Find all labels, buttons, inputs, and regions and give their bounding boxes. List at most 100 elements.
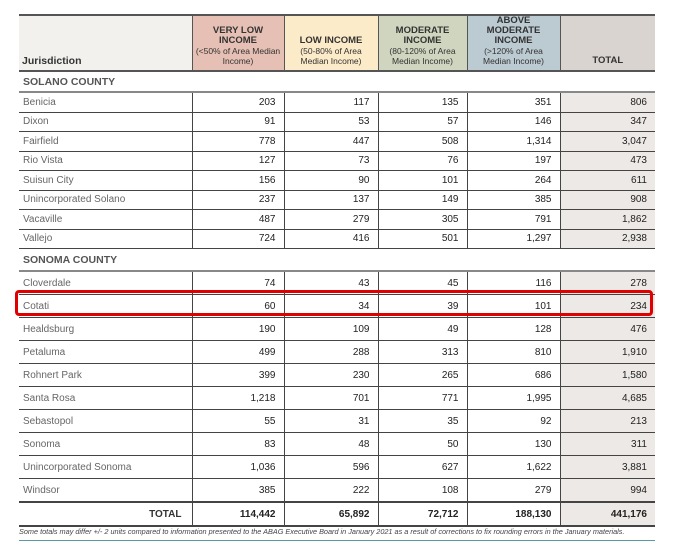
above-moderate-income-cell: 279 — [466, 478, 560, 503]
jurisdiction-cell: Benicia — [19, 92, 192, 113]
header-moderate-income: MODERATE INCOME (80-120% of Area Median I… — [377, 14, 467, 72]
total-cell: 1,910 — [559, 340, 655, 364]
header-sublabel: (>120% of Area Median Income) — [483, 46, 544, 66]
low-income-cell: 279 — [283, 209, 378, 230]
very-low-income-cell: 487 — [191, 209, 284, 230]
low-income-cell: 117 — [283, 92, 378, 113]
header-label: LOW INCOME — [299, 35, 363, 46]
very-low-income-cell: 724 — [191, 229, 284, 249]
low-income-cell: 288 — [283, 340, 378, 364]
above-moderate-income-cell: 146 — [466, 112, 560, 132]
very-low-income-cell: 399 — [191, 363, 284, 387]
above-moderate-income-cell: 1,622 — [466, 455, 560, 479]
total-cell: 278 — [559, 271, 655, 295]
very-low-income-cell: 55 — [191, 409, 284, 433]
low-income-cell: 31 — [283, 409, 378, 433]
above-moderate-income-cell: 197 — [466, 151, 560, 171]
above-moderate-income-cell: 130 — [466, 432, 560, 456]
moderate-income-cell: 305 — [377, 209, 467, 230]
header-low-income: LOW INCOME (50-80% of Area Median Income) — [283, 14, 378, 72]
above-moderate-income-cell: 791 — [466, 209, 560, 230]
low-income-cell: 73 — [283, 151, 378, 171]
table-row: Sonoma 83 48 50 130 311 — [19, 432, 655, 456]
total-row: TOTAL 114,442 65,892 72,712 188,130 441,176 — [19, 501, 655, 527]
total-cell: 311 — [559, 432, 655, 456]
table-row: Cotati 60 34 39 101 234 — [19, 294, 655, 318]
very-low-income-cell: 156 — [191, 170, 284, 191]
header-sublabel: (<50% of Area Median Income) — [195, 46, 281, 66]
moderate-income-cell: 76 — [377, 151, 467, 171]
table-row: Vallejo 724 416 501 1,297 2,938 — [19, 229, 655, 249]
jurisdiction-cell: Suisun City — [19, 170, 192, 191]
above-moderate-income-cell: 1,995 — [466, 386, 560, 410]
above-moderate-income-cell: 101 — [466, 294, 560, 318]
above-moderate-income-cell: 385 — [466, 190, 560, 210]
low-income-cell: 137 — [283, 190, 378, 210]
above-moderate-income-cell: 1,297 — [466, 229, 560, 249]
total-cell: 234 — [559, 294, 655, 318]
table-row: Healdsburg 190 109 49 128 476 — [19, 317, 655, 341]
table-row: Rohnert Park 399 230 265 686 1,580 — [19, 363, 655, 387]
moderate-income-cell: 627 — [377, 455, 467, 479]
above-moderate-income-cell: 128 — [466, 317, 560, 341]
total-cell: 1,580 — [559, 363, 655, 387]
table-row: Vacaville 487 279 305 791 1,862 — [19, 209, 655, 230]
rhna-allocation-table: Jurisdiction VERY LOW INCOME (<50% of Are… — [19, 14, 655, 527]
jurisdiction-cell: Unincorporated Sonoma — [19, 455, 192, 479]
moderate-income-cell: 508 — [377, 131, 467, 152]
jurisdiction-cell: Vallejo — [19, 229, 192, 249]
moderate-income-cell: 101 — [377, 170, 467, 191]
low-income-cell: 48 — [283, 432, 378, 456]
header-sublabel: (50-80% of Area Median Income) — [300, 46, 362, 66]
above-moderate-income-cell: 810 — [466, 340, 560, 364]
very-low-income-cell: 203 — [191, 92, 284, 113]
total-cell: 994 — [559, 478, 655, 503]
above-moderate-income-cell: 264 — [466, 170, 560, 191]
jurisdiction-cell: Cotati — [19, 294, 192, 318]
table-row: Rio Vista 127 73 76 197 473 — [19, 151, 655, 171]
total-value: 65,892 — [283, 501, 378, 527]
low-income-cell: 43 — [283, 271, 378, 295]
jurisdiction-cell: Rohnert Park — [19, 363, 192, 387]
jurisdiction-cell: Santa Rosa — [19, 386, 192, 410]
jurisdiction-cell: Rio Vista — [19, 151, 192, 171]
above-moderate-income-cell: 116 — [466, 271, 560, 295]
section-title: SOLANO COUNTY — [19, 71, 655, 93]
moderate-income-cell: 57 — [377, 112, 467, 132]
moderate-income-cell: 149 — [377, 190, 467, 210]
total-cell: 806 — [559, 92, 655, 113]
header-label: ABOVE MODERATE INCOME — [486, 15, 541, 46]
table-row: Cloverdale 74 43 45 116 278 — [19, 271, 655, 295]
table-row: Unincorporated Solano 237 137 149 385 908 — [19, 190, 655, 210]
total-cell: 3,047 — [559, 131, 655, 152]
low-income-cell: 90 — [283, 170, 378, 191]
moderate-income-cell: 49 — [377, 317, 467, 341]
total-cell: 473 — [559, 151, 655, 171]
above-moderate-income-cell: 686 — [466, 363, 560, 387]
total-label: TOTAL — [19, 501, 192, 527]
very-low-income-cell: 91 — [191, 112, 284, 132]
moderate-income-cell: 501 — [377, 229, 467, 249]
moderate-income-cell: 35 — [377, 409, 467, 433]
total-cell: 4,685 — [559, 386, 655, 410]
table-row: Unincorporated Sonoma 1,036 596 627 1,622 3,8… — [19, 455, 655, 479]
table-row: Suisun City 156 90 101 264 611 — [19, 170, 655, 191]
total-cell: 213 — [559, 409, 655, 433]
jurisdiction-cell: Sebastopol — [19, 409, 192, 433]
moderate-income-cell: 108 — [377, 478, 467, 503]
very-low-income-cell: 499 — [191, 340, 284, 364]
table-row: Dixon 91 53 57 146 347 — [19, 112, 655, 132]
jurisdiction-cell: Dixon — [19, 112, 192, 132]
low-income-cell: 109 — [283, 317, 378, 341]
low-income-cell: 34 — [283, 294, 378, 318]
moderate-income-cell: 45 — [377, 271, 467, 295]
very-low-income-cell: 60 — [191, 294, 284, 318]
moderate-income-cell: 135 — [377, 92, 467, 113]
header-sublabel: (80-120% of Area Median Income) — [389, 46, 456, 66]
section-title: SONOMA COUNTY — [19, 248, 655, 272]
total-cell: 2,938 — [559, 229, 655, 249]
very-low-income-cell: 83 — [191, 432, 284, 456]
moderate-income-cell: 265 — [377, 363, 467, 387]
total-value: 441,176 — [559, 501, 655, 527]
total-cell: 347 — [559, 112, 655, 132]
